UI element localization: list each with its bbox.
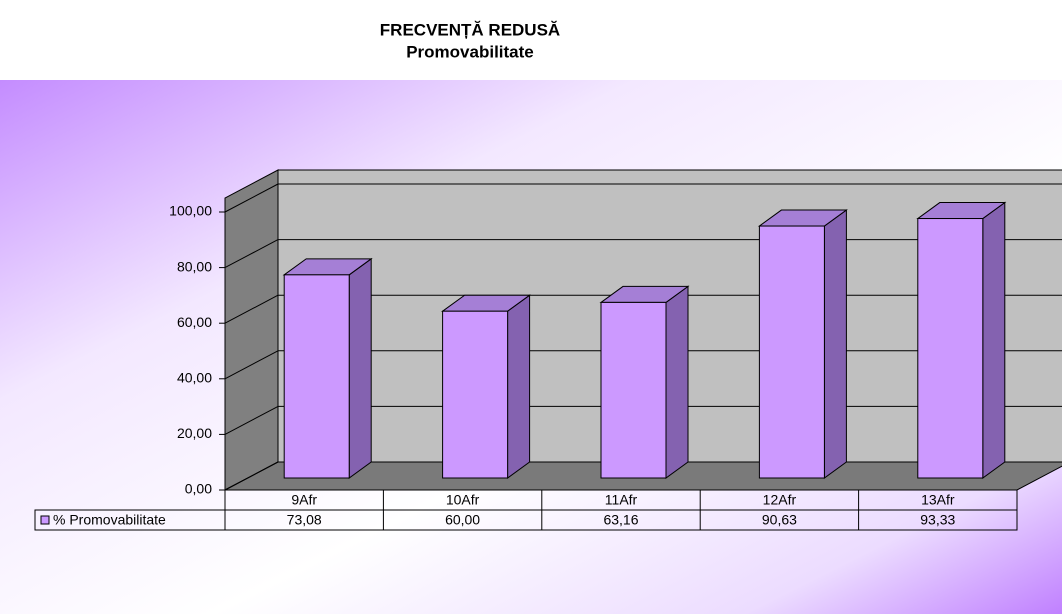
data-label: 90,63 <box>762 512 797 528</box>
bar-side <box>665 285 689 479</box>
y-tick-label: 0,00 <box>185 481 212 497</box>
bar-side <box>348 257 372 479</box>
x-tick-label: 10Afr <box>446 492 480 508</box>
legend-key <box>40 515 50 525</box>
x-tick-label: 11Afr <box>605 492 638 508</box>
x-tick-label: 12Afr <box>763 492 797 508</box>
chart-subtitle: Promovabilitate <box>406 42 534 61</box>
y-tick-label: 20,00 <box>177 425 212 441</box>
grid-line <box>224 183 279 213</box>
bar <box>758 225 825 479</box>
y-tick-label: 100,00 <box>169 203 212 219</box>
bar <box>283 274 350 479</box>
grid-line <box>224 294 279 324</box>
x-tick-label: 9Afr <box>291 492 317 508</box>
bar-side <box>507 294 531 479</box>
data-table-header-cell <box>34 509 226 531</box>
data-label: 73,08 <box>287 512 322 528</box>
chart-title: FRECVENȚĂ REDUSĂ <box>380 20 560 39</box>
bar-side <box>823 209 847 479</box>
grid-line <box>224 350 279 380</box>
grid-line <box>224 239 279 269</box>
bar-side <box>982 201 1006 479</box>
legend-label: % Promovabilitate <box>53 512 166 528</box>
y-tick-label: 40,00 <box>177 370 212 386</box>
y-tick-label: 80,00 <box>177 258 212 274</box>
grid-line <box>224 461 279 491</box>
bar <box>600 301 667 479</box>
grid-line <box>224 405 279 435</box>
bar <box>442 310 509 479</box>
y-tick-label: 60,00 <box>177 314 212 330</box>
data-label: 63,16 <box>603 512 638 528</box>
data-label: 93,33 <box>920 512 955 528</box>
bar <box>917 218 984 479</box>
side-wall <box>224 169 279 491</box>
x-tick-label: 13Afr <box>921 492 955 508</box>
data-label: 60,00 <box>445 512 480 528</box>
